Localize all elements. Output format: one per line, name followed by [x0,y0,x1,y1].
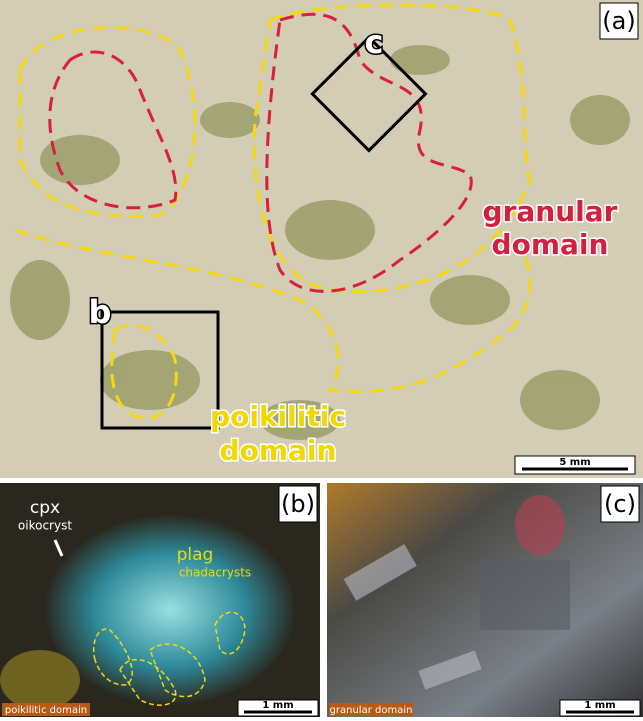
panel-label: (c) [604,490,636,518]
domain-label: granular [483,195,618,228]
tag-box [329,703,413,716]
tag-box [2,703,90,716]
annotation: chadacrysts [179,566,251,580]
domain-tag: poikilitic domain [5,705,87,716]
domain-label: poikilitic [210,400,346,433]
domain-tag: granular domain [330,705,413,716]
inset-label: b [89,293,112,331]
pointer [53,539,64,557]
scale-label: 1 mm [262,700,293,711]
poikilitic-outline [14,3,532,420]
texture [343,495,570,690]
annotation: plag [177,545,214,565]
oikocryst [45,515,295,705]
inset-label: c [365,23,384,61]
domain-label: domain [492,228,609,261]
panel-label: (b) [281,490,315,518]
domain-label: domain [220,434,337,467]
label-box [278,485,318,523]
annotation: cpx [30,498,60,518]
annotation: oikocryst [18,519,72,533]
texture [10,45,630,440]
granular-outline [48,12,473,293]
label-box [600,485,640,523]
panel-b: cpx oikocryst plag chadacrysts (b) poiki… [0,483,320,717]
label-box [599,2,639,40]
texture [0,650,80,710]
chadacryst-outline [93,611,246,706]
scale-label: 5 mm [559,457,590,468]
panel-a: c b granular domain poikilitic domain (a… [0,0,643,478]
inset-c-box [310,35,428,153]
inset-b-box [100,310,220,430]
panel-c: (c) granular domain 1 mm [327,483,643,717]
scale-label: 1 mm [584,700,615,711]
panel-label: (a) [602,7,635,35]
